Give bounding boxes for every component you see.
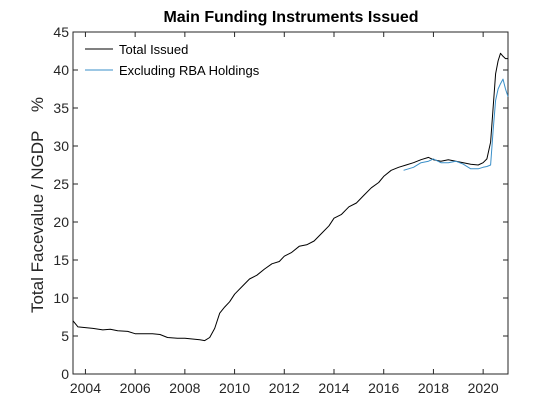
- plot-area: 0 5 10 15 20 25 30 35 40 45 2004 2006 2008 2010 2012 20…: [53, 24, 509, 396]
- y-tick-label: 10: [53, 290, 69, 306]
- x-tick-label: 2008: [169, 380, 200, 396]
- x-tick-label: 2006: [120, 380, 151, 396]
- x-tick-label: 2018: [418, 380, 449, 396]
- x-tick-label: 2016: [368, 380, 399, 396]
- plot-frame: [72, 31, 509, 375]
- chart-title: Main Funding Instruments Issued: [163, 9, 418, 26]
- series-line-1: [72, 52, 508, 342]
- y-tick-label: 40: [53, 62, 69, 78]
- x-tick-label: 2020: [468, 380, 499, 396]
- y-tick-label: 20: [53, 214, 69, 230]
- x-tick-label: 2014: [318, 380, 349, 396]
- x-tick-label: 2010: [219, 380, 250, 396]
- x-tick-label: 2004: [70, 380, 101, 396]
- series-line-2: [403, 78, 509, 171]
- y-tick-label: 45: [53, 24, 69, 40]
- y-tick-label: 0: [61, 366, 69, 382]
- y-axis-label: Total Facevalue / NGDP %: [28, 97, 47, 313]
- y-tick-label: 35: [53, 100, 69, 116]
- legend-label-1: Total Issued: [119, 42, 188, 57]
- y-tick-label: 30: [53, 138, 69, 154]
- legend: Total Issued Excluding RBA Holdings: [85, 42, 260, 78]
- x-tick-label: 2012: [269, 380, 300, 396]
- legend-label-2: Excluding RBA Holdings: [119, 63, 260, 78]
- y-tick-label: 15: [53, 252, 69, 268]
- y-tick-label: 5: [61, 328, 69, 344]
- y-tick-label: 25: [53, 176, 69, 192]
